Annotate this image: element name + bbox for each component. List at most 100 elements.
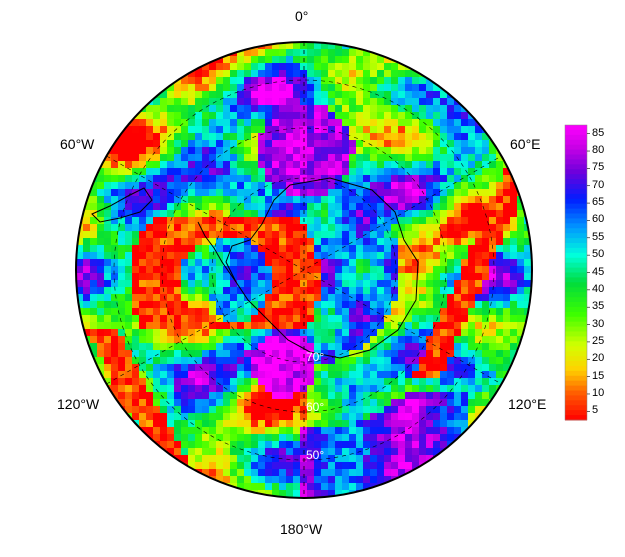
field-cell [188, 119, 196, 127]
field-cell [377, 469, 385, 477]
field-cell [188, 112, 196, 120]
field-cell [377, 392, 385, 400]
field-cell [153, 140, 161, 148]
field-cell [349, 154, 357, 162]
field-cell [405, 189, 413, 197]
colorbar-tick-label: 15 [592, 369, 605, 382]
field-cell [489, 175, 497, 183]
field-cell [286, 196, 294, 204]
field-cell [104, 259, 112, 267]
field-cell [125, 238, 133, 246]
field-cell [335, 308, 343, 316]
field-cell [370, 154, 378, 162]
field-cell [230, 147, 238, 155]
field-cell [405, 231, 413, 239]
field-cell [300, 182, 308, 190]
field-cell [202, 259, 210, 267]
field-cell [202, 140, 210, 148]
field-cell [160, 259, 168, 267]
field-cell [426, 259, 434, 267]
field-cell [363, 112, 371, 120]
field-cell [153, 203, 161, 211]
field-cell [209, 175, 217, 183]
field-cell [503, 287, 511, 295]
field-cell [356, 84, 364, 92]
field-cell [181, 161, 189, 169]
field-cell [482, 392, 490, 400]
field-cell [265, 385, 273, 393]
field-cell [258, 329, 266, 337]
field-cell [398, 168, 406, 176]
field-cell [279, 63, 287, 71]
field-cell [342, 49, 350, 57]
field-cell [510, 161, 518, 169]
field-cell [489, 385, 497, 393]
field-cell [384, 455, 392, 463]
field-cell [174, 182, 182, 190]
field-cell [279, 231, 287, 239]
field-cell [258, 98, 266, 106]
field-cell [321, 378, 329, 386]
field-cell [405, 427, 413, 435]
field-cell [349, 483, 357, 491]
field-cell [272, 336, 280, 344]
field-cell [300, 315, 308, 323]
field-cell [188, 434, 196, 442]
field-cell [489, 329, 497, 337]
field-cell [321, 413, 329, 421]
field-cell [265, 469, 273, 477]
field-cell [209, 91, 217, 99]
field-cell [370, 315, 378, 323]
field-cell [405, 371, 413, 379]
field-cell [139, 175, 147, 183]
field-cell [286, 378, 294, 386]
field-cell [118, 147, 126, 155]
field-cell [146, 147, 154, 155]
field-cell [363, 420, 371, 428]
field-cell [489, 189, 497, 197]
field-cell [272, 189, 280, 197]
field-cell [384, 420, 392, 428]
field-cell [349, 168, 357, 176]
field-cell [426, 252, 434, 260]
field-cell [286, 210, 294, 218]
field-cell [209, 77, 217, 85]
field-cell [377, 364, 385, 372]
field-cell [104, 280, 112, 288]
field-cell [447, 350, 455, 358]
colorbar-cell [565, 361, 587, 367]
field-cell [230, 175, 238, 183]
field-cell [195, 392, 203, 400]
field-cell [412, 203, 420, 211]
field-cell [174, 154, 182, 162]
field-cell [202, 224, 210, 232]
field-cell [447, 343, 455, 351]
field-cell [356, 371, 364, 379]
field-cell [377, 441, 385, 449]
field-cell [279, 252, 287, 260]
field-cell [153, 385, 161, 393]
field-cell [286, 49, 294, 57]
field-cell [300, 84, 308, 92]
field-cell [293, 42, 301, 50]
field-cell [468, 154, 476, 162]
field-cell [160, 119, 168, 127]
field-cell [433, 294, 441, 302]
field-cell [363, 133, 371, 141]
field-cell [412, 98, 420, 106]
field-cell [349, 105, 357, 113]
field-cell [167, 441, 175, 449]
field-cell [125, 168, 133, 176]
field-cell [118, 245, 126, 253]
field-cell [97, 203, 105, 211]
field-cell [349, 343, 357, 351]
field-cell [342, 469, 350, 477]
field-cell [265, 315, 273, 323]
field-cell [398, 469, 406, 477]
field-cell [384, 357, 392, 365]
field-cell [146, 329, 154, 337]
field-cell [370, 105, 378, 113]
colorbar-cell [565, 144, 587, 151]
field-cell [335, 476, 343, 484]
field-cell [335, 497, 343, 498]
